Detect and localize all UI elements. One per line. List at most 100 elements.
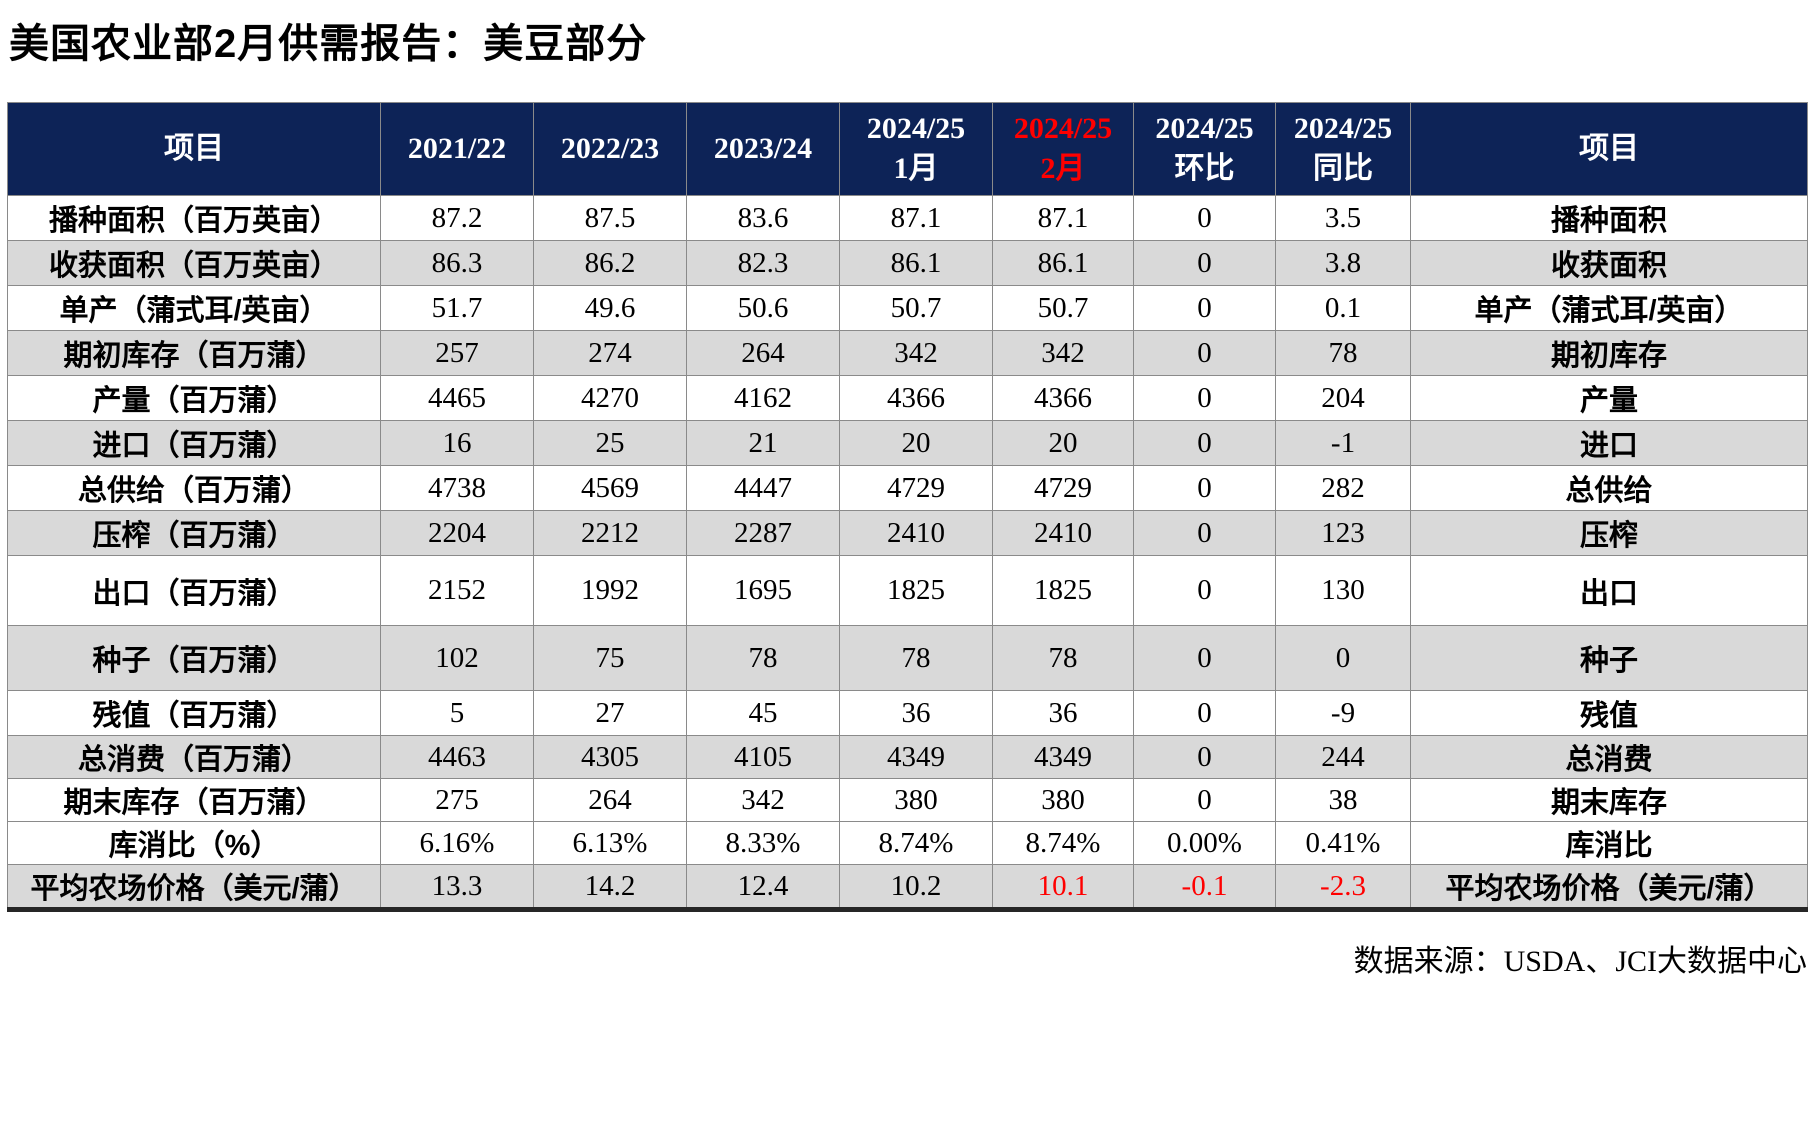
item-cell-left: 单产（蒲式耳/英亩） [7,285,381,331]
value-cell: 86.2 [533,240,687,286]
value-cell: 3.5 [1275,195,1411,241]
value-cell: 25 [533,420,687,466]
item-cell-left: 种子（百万蒲） [7,625,381,691]
value-cell: 0 [1133,240,1276,286]
item-cell-left: 总供给（百万蒲） [7,465,381,511]
value-cell: 4447 [686,465,840,511]
table-row: 收获面积（百万英亩） 86.3 86.2 82.3 86.1 86.1 0 3.8 收获面积 [7,240,1808,286]
value-cell: 0 [1133,285,1276,331]
item-cell-left: 总消费（百万蒲） [7,735,381,779]
value-cell: 78 [992,625,1134,691]
value-cell: 2410 [992,510,1134,556]
value-cell: 0 [1133,375,1276,421]
table-row: 产量（百万蒲） 4465 4270 4162 4366 4366 0 204 产量 [7,375,1808,421]
item-cell-right: 总消费 [1410,735,1808,779]
value-cell: 14.2 [533,864,687,910]
item-cell-left: 出口（百万蒲） [7,555,381,626]
value-cell: 0 [1133,778,1276,822]
value-cell: 264 [533,778,687,822]
value-cell: -1 [1275,420,1411,466]
value-cell: 1825 [839,555,993,626]
table-head: 项目 2021/22 2022/23 2023/24 2024/25 1月 2024/25… [7,102,1808,196]
item-cell-left: 期末库存（百万蒲） [7,778,381,822]
value-cell: 86.1 [839,240,993,286]
table-row: 压榨（百万蒲） 2204 2212 2287 2410 2410 0 123 压榨 [7,510,1808,556]
value-cell: 102 [380,625,534,691]
value-cell: 274 [533,330,687,376]
table-row: 进口（百万蒲） 16 25 21 20 20 0 -1 进口 [7,420,1808,466]
item-cell-right: 总供给 [1410,465,1808,511]
value-cell: -0.1 [1133,864,1276,910]
value-cell: 10.2 [839,864,993,910]
value-cell: 4465 [380,375,534,421]
value-cell: 1992 [533,555,687,626]
value-cell: 6.16% [380,821,534,865]
value-cell: 27 [533,690,687,736]
table-row: 出口（百万蒲） 2152 1992 1695 1825 1825 0 130 出口 [7,555,1808,626]
value-cell: 4366 [839,375,993,421]
value-cell: 275 [380,778,534,822]
value-cell: 4105 [686,735,840,779]
item-cell-right: 产量 [1410,375,1808,421]
item-cell-right: 收获面积 [1410,240,1808,286]
item-cell-right: 平均农场价格（美元/蒲） [1410,864,1808,910]
value-cell: 0 [1275,625,1411,691]
item-cell-right: 进口 [1410,420,1808,466]
table-row: 期末库存（百万蒲） 275 264 342 380 380 0 38 期末库存 [7,778,1808,822]
value-cell: 50.7 [992,285,1134,331]
value-cell: 10.1 [992,864,1134,910]
value-cell: 2287 [686,510,840,556]
value-cell: 82.3 [686,240,840,286]
table-row: 残值（百万蒲） 5 27 45 36 36 0 -9 残值 [7,690,1808,736]
value-cell: 380 [839,778,993,822]
value-cell: 4305 [533,735,687,779]
value-cell: 13.3 [380,864,534,910]
value-cell: 1825 [992,555,1134,626]
item-cell-left: 播种面积（百万英亩） [7,195,381,241]
source-note: 数据来源：USDA、JCI大数据中心 [1353,945,1807,978]
value-cell: 0 [1133,555,1276,626]
value-cell: 83.6 [686,195,840,241]
value-cell: 0 [1133,690,1276,736]
value-cell: 51.7 [380,285,534,331]
value-cell: 49.6 [533,285,687,331]
value-cell: 2410 [839,510,993,556]
value-cell: 50.7 [839,285,993,331]
value-cell: 3.8 [1275,240,1411,286]
table-row: 平均农场价格（美元/蒲） 13.3 14.2 12.4 10.2 10.1 -0.1 -2.3… [7,864,1808,910]
value-cell: 2152 [380,555,534,626]
item-cell-right: 库消比 [1410,821,1808,865]
value-cell: 0.1 [1275,285,1411,331]
header-cell: 项目 [1410,102,1808,196]
item-cell-left: 进口（百万蒲） [7,420,381,466]
header-cell: 2022/23 [533,102,687,196]
value-cell: 4569 [533,465,687,511]
value-cell: 130 [1275,555,1411,626]
value-cell: 0.00% [1133,821,1276,865]
value-cell: 4729 [839,465,993,511]
value-cell: 257 [380,330,534,376]
value-cell: 6.13% [533,821,687,865]
value-cell: 380 [992,778,1134,822]
table-row: 期初库存（百万蒲） 257 274 264 342 342 0 78 期初库存 [7,330,1808,376]
table-row: 单产（蒲式耳/英亩） 51.7 49.6 50.6 50.7 50.7 0 0.1 单产（蒲式耳… [7,285,1808,331]
value-cell: 86.1 [992,240,1134,286]
value-cell: 342 [686,778,840,822]
item-cell-left: 库消比（%） [7,821,381,865]
table-row: 总供给（百万蒲） 4738 4569 4447 4729 4729 0 282 总供给 [7,465,1808,511]
value-cell: 87.5 [533,195,687,241]
header-cell: 项目 [7,102,381,196]
header-cell: 2024/25 2月 [992,102,1134,196]
value-cell: 87.1 [839,195,993,241]
value-cell: 87.2 [380,195,534,241]
value-cell: 21 [686,420,840,466]
table-header-row: 项目 2021/22 2022/23 2023/24 2024/25 1月 2024/25… [7,102,1808,196]
value-cell: 20 [839,420,993,466]
item-cell-left: 残值（百万蒲） [7,690,381,736]
item-cell-right: 种子 [1410,625,1808,691]
report-page: 美国农业部2月供需报告：美豆部分 项目 2021/22 2022/23 2023/24… [0,20,1815,980]
value-cell: 0 [1133,510,1276,556]
table-body: 播种面积（百万英亩） 87.2 87.5 83.6 87.1 87.1 0 3.5 播种面积 收获… [7,195,1808,910]
value-cell: 4729 [992,465,1134,511]
value-cell: 264 [686,330,840,376]
